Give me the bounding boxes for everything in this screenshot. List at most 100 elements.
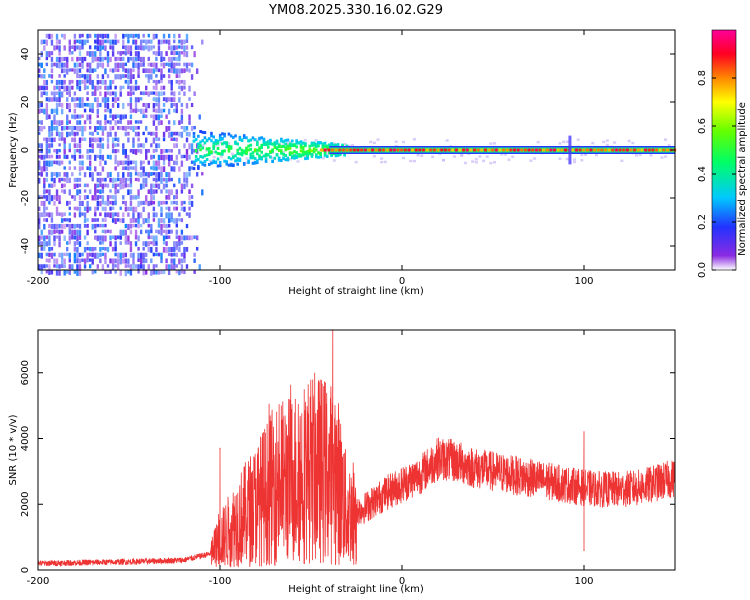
heatmap-cell — [48, 270, 51, 275]
heatmap-cell — [66, 97, 69, 102]
carrier-cell — [604, 148, 608, 152]
carrier-cell — [480, 148, 484, 152]
heatmap-cell — [86, 51, 89, 56]
heatmap-cell — [99, 212, 102, 217]
heatmap-cell — [91, 177, 94, 182]
heatmap-cell — [192, 131, 196, 135]
heatmap-cell — [45, 143, 49, 150]
heatmap-cell — [160, 68, 163, 75]
heatmap-cell — [38, 166, 41, 171]
heatmap-cell — [73, 149, 77, 155]
heatmap-cell — [40, 229, 43, 235]
colorbar-tick-label: 0.2 — [697, 214, 708, 230]
heatmap-cell — [238, 157, 242, 161]
heatmap-cell — [266, 153, 270, 157]
heatmap-cell — [106, 137, 110, 143]
heatmap-cell — [137, 264, 140, 271]
heatmap-cell — [173, 131, 176, 136]
heatmap-cell — [53, 258, 56, 264]
heatmap-cell — [88, 137, 92, 144]
heatmap-cell — [317, 140, 320, 144]
heatmap-cell — [122, 39, 125, 45]
heatmap-cell — [94, 137, 97, 143]
heatmap-cell — [43, 177, 46, 185]
heatmap-cell — [114, 120, 117, 126]
heatmap-cell — [155, 137, 158, 142]
heatmap-cell — [99, 126, 102, 131]
heatmap-cell — [134, 166, 138, 172]
carrier-cell — [502, 148, 506, 152]
heatmap-cell — [137, 131, 140, 137]
heatmap-cell — [38, 68, 41, 73]
carrier-cell — [451, 148, 455, 152]
heatmap-cell — [58, 195, 61, 201]
heatmap-cell — [96, 172, 100, 176]
heatmap-cell — [88, 79, 92, 85]
heatmap-cell — [91, 218, 94, 223]
heatmap-cell — [173, 62, 176, 69]
heatmap-cell — [101, 264, 105, 270]
carrier-cell — [400, 148, 404, 152]
heatmap-cell — [249, 156, 253, 160]
heatmap-cell — [134, 241, 138, 247]
heatmap-cell — [58, 241, 61, 248]
heatmap-cell — [99, 33, 102, 38]
heatmap-cell — [45, 91, 49, 96]
heatmap-cell — [256, 138, 260, 142]
heatmap-cell — [58, 97, 61, 103]
heatmap-cell — [48, 143, 51, 149]
heatmap-cell — [73, 206, 77, 211]
heatmap-cell — [199, 160, 202, 164]
heatmap-cell — [212, 150, 216, 154]
heatmap-cell — [50, 97, 54, 102]
heatmap-cell — [471, 160, 475, 163]
heatmap-cell — [78, 56, 82, 61]
heatmap-cell — [40, 264, 43, 270]
heatmap-cell — [119, 235, 122, 240]
heatmap-cell — [124, 183, 128, 188]
heatmap-cell — [260, 136, 264, 140]
heatmap-cell — [66, 200, 69, 206]
heatmap-cell — [111, 143, 115, 149]
carrier-cell — [509, 148, 513, 152]
heatmap-cell — [185, 149, 189, 155]
carrier-cell — [320, 148, 324, 152]
heatmap-cell — [116, 160, 120, 167]
heatmap-cell — [71, 97, 74, 102]
heatmap-cell — [83, 137, 87, 142]
heatmap-cell — [101, 97, 105, 103]
heatmap-cell — [76, 235, 79, 242]
heatmap-cell — [134, 149, 138, 155]
heatmap-cell — [155, 252, 158, 257]
heatmap-cell — [45, 189, 49, 194]
heatmap-cell — [152, 97, 156, 102]
carrier-cell — [622, 148, 626, 152]
heatmap-cell — [91, 252, 94, 258]
heatmap-cell — [142, 166, 145, 173]
heatmap-cell — [38, 160, 41, 167]
heatmap-cell — [203, 136, 207, 140]
heatmap-cell — [157, 172, 161, 179]
heatmap-cell — [106, 195, 110, 202]
heatmap-cell — [124, 68, 128, 73]
heatmap-cell — [139, 91, 143, 95]
heatmap-cell — [58, 235, 61, 241]
heatmap-cell — [145, 74, 148, 78]
heatmap-cell — [76, 39, 79, 44]
heatmap-cell — [178, 241, 181, 247]
heatmap-cell — [43, 195, 46, 199]
heatmap-cell — [43, 91, 46, 96]
heatmap-cell — [63, 264, 66, 269]
heatmap-cell — [188, 206, 191, 211]
heatmap-cell — [236, 162, 239, 166]
heatmap-cell — [129, 45, 133, 51]
heatmap-cell — [195, 235, 199, 241]
heatmap-cell — [106, 97, 110, 103]
heatmap-cell — [53, 241, 56, 247]
heatmap-cell — [122, 149, 125, 155]
heatmap-cell — [152, 264, 156, 271]
heatmap-cell — [180, 68, 184, 74]
heatmap-cell — [139, 160, 143, 166]
heatmap-cell — [188, 68, 191, 73]
heatmap-cell — [132, 68, 135, 73]
